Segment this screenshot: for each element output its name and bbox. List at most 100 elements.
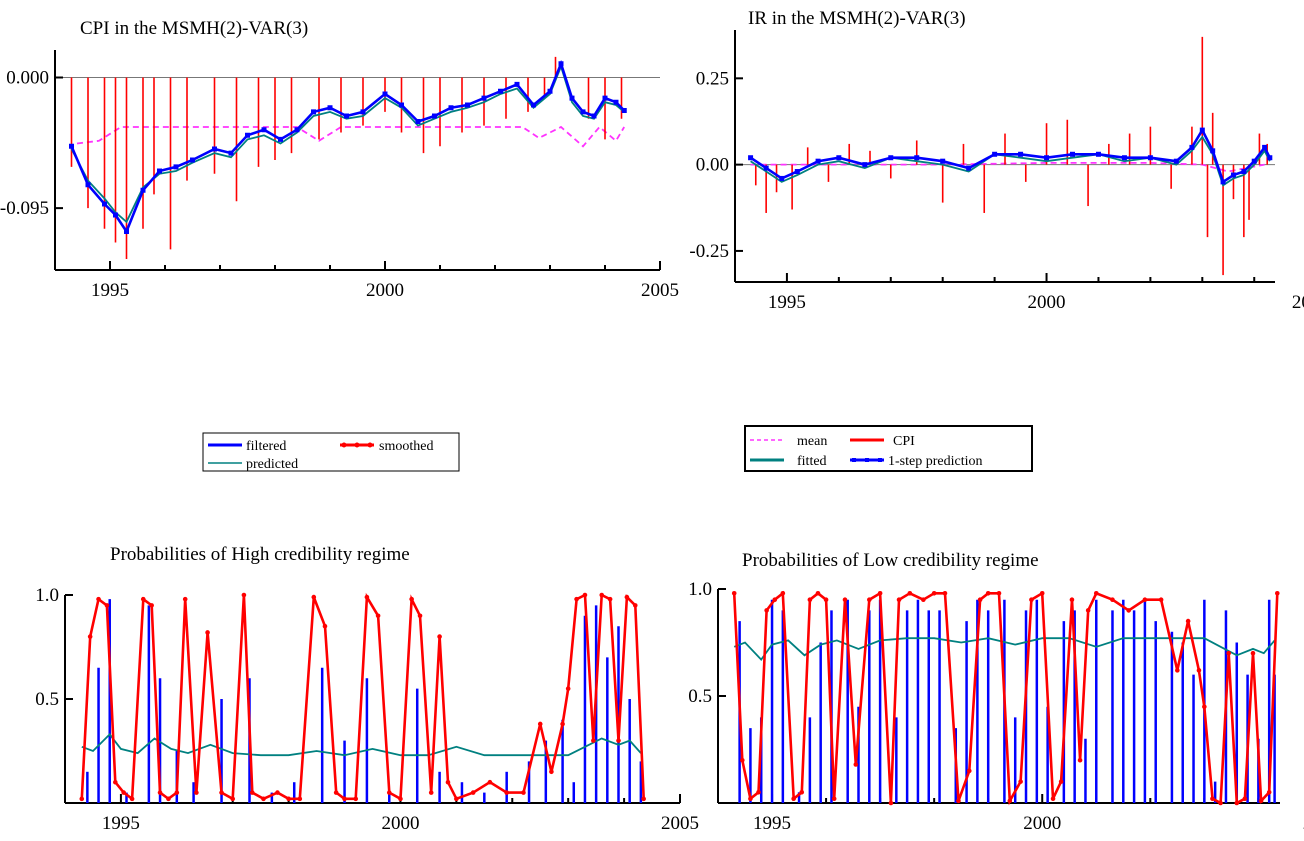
low-series-smoothed-line bbox=[732, 590, 1279, 806]
panel-low: Probabilities of Low credibility regime … bbox=[688, 550, 1304, 834]
low-y-tick-label: 1.0 bbox=[688, 579, 712, 600]
high-series-smoothed-point bbox=[641, 796, 646, 802]
low-series-smoothed-point bbox=[764, 608, 769, 613]
cpi-series-prediction-point bbox=[448, 105, 454, 111]
cpi-series-prediction-point bbox=[228, 150, 234, 156]
legend-right: mean CPI fitted 1-step prediction bbox=[744, 425, 1033, 472]
legend-left-label-filtered: filtered bbox=[246, 439, 286, 454]
low-series-smoothed-point bbox=[985, 590, 991, 596]
panel-low-title: Probabilities of Low credibility regime bbox=[742, 550, 1039, 571]
ir-series-prediction-point bbox=[888, 155, 894, 161]
low-series-smoothed-point bbox=[1018, 779, 1023, 784]
cpi-series-prediction-point bbox=[547, 88, 553, 94]
plot-area-low: 1995 2000 20 1.0 0.5 bbox=[688, 579, 1304, 834]
high-series-smoothed-point bbox=[342, 796, 347, 802]
low-series-smoothed-point bbox=[1069, 597, 1075, 602]
cpi-series-prediction-point bbox=[69, 143, 74, 149]
low-series-smoothed-point bbox=[1266, 790, 1272, 795]
high-series-smoothed-point bbox=[417, 613, 423, 619]
panel-cpi: CPI in the MSMH(2)-VAR(3) 1995 2000 2005 0.… bbox=[0, 18, 679, 301]
ir-series-prediction-point bbox=[1070, 151, 1075, 157]
high-series-smoothed-point bbox=[174, 790, 180, 795]
plot-area-high: 1995 2000 2005 1.0 0.5 bbox=[35, 585, 699, 834]
low-series-smoothed-point bbox=[931, 590, 937, 596]
cpi-series-prediction-point bbox=[360, 109, 366, 115]
cpi-series-prediction-point bbox=[344, 113, 349, 119]
ir-series-prediction-point bbox=[862, 162, 868, 168]
low-x-tick-label: 1995 bbox=[753, 813, 791, 834]
cpi-series-prediction-point bbox=[102, 201, 107, 207]
legend-right-label-cpi: CPI bbox=[893, 434, 915, 449]
low-series-smoothed-point bbox=[1202, 704, 1207, 709]
high-series-smoothed-point bbox=[275, 790, 280, 795]
high-series-smoothed-point bbox=[205, 630, 210, 635]
plot-area-ir: 1995 2000 200 0.25 0.00 -0.25 bbox=[689, 30, 1304, 313]
low-series-smoothed-point bbox=[896, 597, 902, 602]
low-series-smoothed-point bbox=[921, 597, 926, 602]
low-series-smoothed-point bbox=[1210, 796, 1215, 802]
low-series-smoothed-point bbox=[1077, 757, 1083, 763]
high-y-tick-label: 1.0 bbox=[35, 585, 59, 606]
high-series-smoothed-point bbox=[487, 779, 493, 785]
high-series-smoothed-point bbox=[104, 603, 110, 608]
ir-x-tick-label: 1995 bbox=[768, 292, 806, 313]
high-series-smoothed-point bbox=[445, 779, 451, 785]
legend-right-label-fitted: fitted bbox=[797, 454, 827, 469]
panel-ir-title: IR in the MSMH(2)-VAR(3) bbox=[748, 8, 966, 29]
high-series-smoothed-point bbox=[87, 634, 93, 639]
low-series-smoothed-point bbox=[823, 597, 829, 602]
high-series-smoothed-point bbox=[565, 686, 571, 691]
low-series-smoothed-point bbox=[1007, 798, 1013, 804]
ir-series-prediction-point bbox=[1095, 151, 1101, 157]
legend-left-marker-smoothed-1 bbox=[341, 442, 347, 448]
legend-right-label-mean: mean bbox=[797, 434, 827, 449]
high-series-smoothed-point bbox=[149, 603, 154, 608]
high-series-smoothed-point bbox=[194, 790, 199, 795]
high-series-smoothed-point bbox=[454, 796, 459, 802]
ir-series-prediction-point bbox=[1189, 144, 1195, 150]
ir-series-prediction-point bbox=[1173, 158, 1179, 164]
cpi-series-prediction-point bbox=[465, 102, 470, 108]
low-series-smoothed-point bbox=[780, 590, 786, 596]
low-series-smoothed-point bbox=[1158, 597, 1164, 602]
low-series-smoothed-point bbox=[1234, 800, 1240, 806]
high-x-tick-label: 2000 bbox=[381, 813, 419, 834]
high-series-smoothed-point bbox=[616, 738, 621, 743]
ir-series-prediction-point bbox=[1220, 179, 1226, 185]
low-series-smoothed-point bbox=[1050, 796, 1056, 802]
high-series-smoothed-point bbox=[322, 623, 328, 629]
cpi-series-prediction-point bbox=[514, 81, 520, 87]
ir-series-mean-line bbox=[750, 162, 1265, 173]
ir-x-tick-label: 2000 bbox=[1028, 292, 1066, 313]
high-series-smoothed-point bbox=[286, 796, 291, 802]
cpi-series-prediction-point bbox=[245, 132, 250, 138]
low-series-smoothed-point bbox=[815, 590, 821, 596]
legend-left-marker-smoothed-2 bbox=[354, 442, 360, 448]
high-series-smoothed-point bbox=[333, 790, 339, 795]
low-series-smoothed-point bbox=[1274, 590, 1280, 596]
ir-x-tick-label: 200 bbox=[1292, 292, 1304, 313]
high-series-smoothed-point bbox=[624, 594, 630, 600]
low-series-smoothed-point bbox=[740, 757, 745, 763]
high-series-smoothed-point bbox=[437, 634, 442, 639]
high-x-tick-label: 1995 bbox=[102, 813, 140, 834]
high-y-tick-label: 0.5 bbox=[35, 689, 59, 710]
cpi-series-actual bbox=[70, 56, 623, 259]
low-series-smoothed-point bbox=[877, 590, 883, 596]
high-series-smoothed-point bbox=[129, 796, 135, 802]
low-series-smoothed-point bbox=[1175, 668, 1180, 673]
cpi-series-prediction-point bbox=[432, 113, 437, 119]
cpi-series-prediction-point bbox=[85, 182, 91, 188]
panel-high: Probabilities of High credibility regime… bbox=[35, 544, 699, 834]
low-series-smoothed-point bbox=[1250, 650, 1256, 656]
high-series-smoothed-point bbox=[157, 790, 163, 795]
high-series-smoothed-point bbox=[409, 596, 414, 602]
high-series-smoothed-point bbox=[249, 790, 255, 795]
high-series-smoothed-point bbox=[504, 790, 509, 795]
high-series-smoothed-point bbox=[219, 790, 224, 795]
cpi-series-prediction-point bbox=[140, 187, 146, 193]
high-series-smoothed-point bbox=[428, 790, 434, 795]
low-series-smoothed-point bbox=[1093, 590, 1099, 596]
ir-series-prediction-point bbox=[992, 151, 998, 157]
ir-series-prediction-point bbox=[1199, 127, 1205, 133]
